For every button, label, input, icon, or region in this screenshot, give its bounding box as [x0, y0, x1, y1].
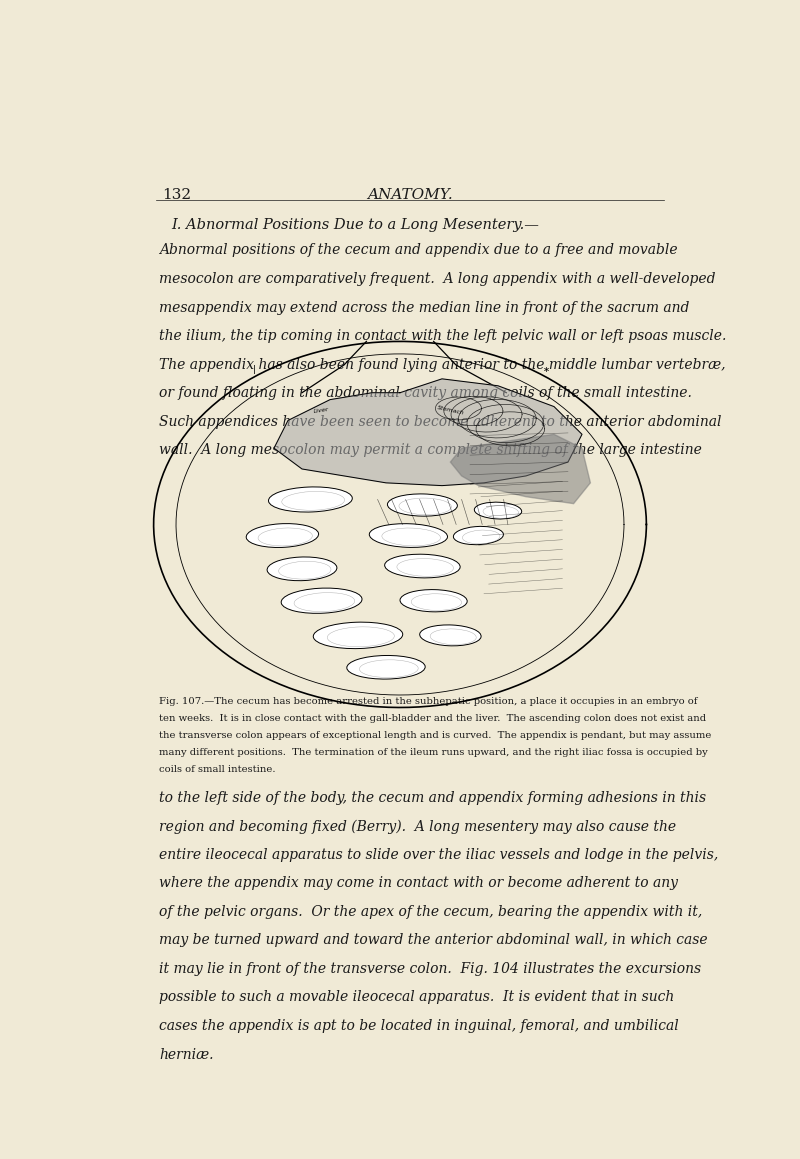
Ellipse shape — [269, 487, 352, 512]
Ellipse shape — [454, 526, 503, 545]
Text: |: | — [253, 365, 256, 374]
Ellipse shape — [420, 625, 481, 646]
Text: mesocolon are comparatively frequent.  A long appendix with a well-developed: mesocolon are comparatively frequent. A … — [159, 272, 715, 286]
Text: I. Abnormal Positions Due to a Long Mesentery.—: I. Abnormal Positions Due to a Long Mese… — [171, 218, 539, 232]
Text: possible to such a movable ileocecal apparatus.  It is evident that in such: possible to such a movable ileocecal app… — [159, 991, 674, 1005]
Text: or found floating in the abdominal cavity among coils of the small intestine.: or found floating in the abdominal cavit… — [159, 386, 692, 400]
Text: region and becoming fixed (Berry).  A long mesentery may also cause the: region and becoming fixed (Berry). A lon… — [159, 819, 676, 833]
Text: Such appendices have been seen to become adherent to the anterior abdominal: Such appendices have been seen to become… — [159, 415, 722, 429]
Text: where the appendix may come in contact with or become adherent to any: where the appendix may come in contact w… — [159, 876, 678, 890]
Text: of the pelvic organs.  Or the apex of the cecum, bearing the appendix with it,: of the pelvic organs. Or the apex of the… — [159, 905, 702, 919]
Text: many different positions.  The termination of the ileum runs upward, and the rig: many different positions. The terminatio… — [159, 748, 708, 757]
Text: it may lie in front of the transverse colon.  Fig. 104 illustrates the excursion: it may lie in front of the transverse co… — [159, 962, 701, 976]
Text: coils of small intestine.: coils of small intestine. — [159, 765, 275, 774]
Polygon shape — [450, 435, 590, 504]
Ellipse shape — [267, 557, 337, 581]
Text: mesappendix may extend across the median line in front of the sacrum and: mesappendix may extend across the median… — [159, 300, 690, 314]
Text: Abnormal positions of the cecum and appendix due to a free and movable: Abnormal positions of the cecum and appe… — [159, 243, 678, 257]
Text: entire ileocecal apparatus to slide over the iliac vessels and lodge in the pelv: entire ileocecal apparatus to slide over… — [159, 847, 718, 861]
Ellipse shape — [370, 524, 447, 547]
Text: wall.  A long mesocolon may permit a complete shifting of the large intestine: wall. A long mesocolon may permit a comp… — [159, 444, 702, 458]
Text: ten weeks.  It is in close contact with the gall-bladder and the liver.  The asc: ten weeks. It is in close contact with t… — [159, 714, 706, 723]
Polygon shape — [274, 379, 582, 486]
Text: herniæ.: herniæ. — [159, 1048, 214, 1062]
Ellipse shape — [347, 656, 425, 679]
Text: $\ast$: $\ast$ — [542, 364, 550, 374]
Text: cases the appendix is apt to be located in inguinal, femoral, and umbilical: cases the appendix is apt to be located … — [159, 1019, 678, 1033]
Text: ANATOMY.: ANATOMY. — [367, 188, 453, 202]
Text: the ilium, the tip coming in contact with the left pelvic wall or left psoas mus: the ilium, the tip coming in contact wit… — [159, 329, 726, 343]
Text: 132: 132 — [162, 188, 191, 202]
Text: Liver: Liver — [314, 407, 330, 414]
Text: may be turned upward and toward the anterior abdominal wall, in which case: may be turned upward and toward the ante… — [159, 933, 707, 947]
Ellipse shape — [387, 494, 458, 516]
Ellipse shape — [246, 524, 318, 547]
Ellipse shape — [400, 590, 467, 612]
Text: the transverse colon appears of exceptional length and is curved.  The appendix : the transverse colon appears of exceptio… — [159, 731, 711, 739]
Text: The appendix has also been found lying anterior to the middle lumbar vertebræ,: The appendix has also been found lying a… — [159, 358, 726, 372]
Ellipse shape — [474, 502, 522, 519]
Ellipse shape — [281, 588, 362, 613]
Ellipse shape — [385, 554, 460, 578]
Ellipse shape — [314, 622, 402, 649]
Text: to the left side of the body, the cecum and appendix forming adhesions in this: to the left side of the body, the cecum … — [159, 790, 706, 804]
Text: Stomach: Stomach — [436, 406, 465, 416]
Text: Fig. 107.—The cecum has become arrested in the subhepatic position, a place it o: Fig. 107.—The cecum has become arrested … — [159, 697, 698, 706]
